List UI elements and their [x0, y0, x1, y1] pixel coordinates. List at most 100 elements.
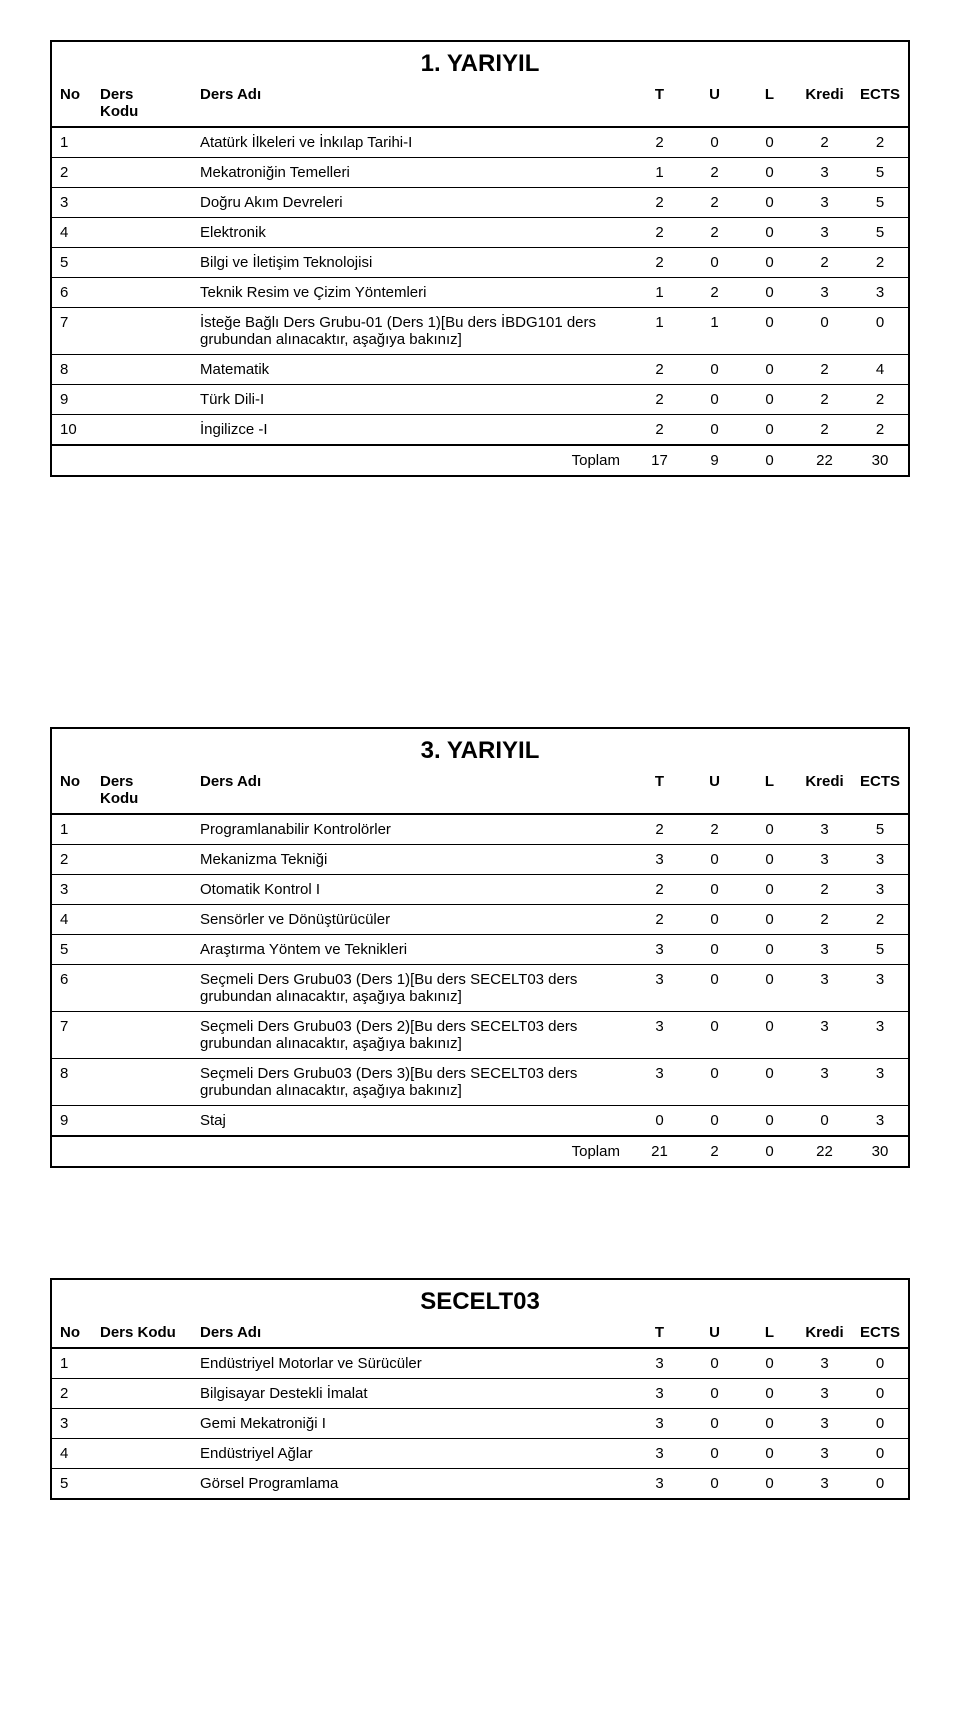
- cell-adi: Bilgisayar Destekli İmalat: [192, 1379, 632, 1409]
- table-row: 4Endüstriyel Ağlar30030: [52, 1439, 908, 1469]
- cell-l: 0: [742, 1059, 797, 1106]
- cell-u: 0: [687, 355, 742, 385]
- table-header-row: No Ders Kodu Ders Adı T U L Kredi ECTS: [52, 82, 908, 127]
- cell-kodu: [92, 1379, 192, 1409]
- cell-l: 0: [742, 1439, 797, 1469]
- cell-kodu: [92, 1348, 192, 1379]
- total-l: 0: [742, 445, 797, 475]
- cell-u: 2: [687, 278, 742, 308]
- hdr-u: U: [687, 1320, 742, 1348]
- cell-adi: Otomatik Kontrol I: [192, 875, 632, 905]
- hdr-kredi: Kredi: [797, 82, 852, 127]
- cell-adi: İsteğe Bağlı Ders Grubu-01 (Ders 1)[Bu d…: [192, 308, 632, 355]
- table-row: 6Teknik Resim ve Çizim Yöntemleri12033: [52, 278, 908, 308]
- cell-adi: Staj: [192, 1106, 632, 1137]
- cell-adi: Görsel Programlama: [192, 1469, 632, 1499]
- hdr-l: L: [742, 82, 797, 127]
- cell-u: 0: [687, 1012, 742, 1059]
- cell-ects: 2: [852, 127, 908, 158]
- cell-t: 1: [632, 278, 687, 308]
- cell-l: 0: [742, 935, 797, 965]
- cell-u: 0: [687, 385, 742, 415]
- cell-t: 1: [632, 308, 687, 355]
- cell-t: 3: [632, 1379, 687, 1409]
- cell-no: 4: [52, 218, 92, 248]
- cell-u: 0: [687, 1409, 742, 1439]
- cell-no: 2: [52, 845, 92, 875]
- cell-kodu: [92, 248, 192, 278]
- cell-t: 2: [632, 248, 687, 278]
- cell-no: 10: [52, 415, 92, 446]
- cell-l: 0: [742, 308, 797, 355]
- cell-t: 3: [632, 1348, 687, 1379]
- cell-ects: 4: [852, 355, 908, 385]
- cell-no: 5: [52, 935, 92, 965]
- cell-t: 2: [632, 814, 687, 845]
- cell-u: 2: [687, 158, 742, 188]
- total-t: 21: [632, 1136, 687, 1166]
- cell-adi: Türk Dili-I: [192, 385, 632, 415]
- cell-ects: 0: [852, 1439, 908, 1469]
- total-kredi: 22: [797, 1136, 852, 1166]
- cell-kredi: 3: [797, 218, 852, 248]
- hdr-kodu: Ders Kodu: [92, 769, 192, 814]
- cell-kredi: 2: [797, 355, 852, 385]
- cell-u: 0: [687, 965, 742, 1012]
- cell-no: 1: [52, 127, 92, 158]
- cell-no: 6: [52, 278, 92, 308]
- cell-kredi: 2: [797, 248, 852, 278]
- cell-kredi: 3: [797, 1348, 852, 1379]
- cell-l: 0: [742, 158, 797, 188]
- cell-t: 2: [632, 905, 687, 935]
- cell-adi: Mekanizma Tekniği: [192, 845, 632, 875]
- table-row: 6Seçmeli Ders Grubu03 (Ders 1)[Bu ders S…: [52, 965, 908, 1012]
- cell-adi: Araştırma Yöntem ve Teknikleri: [192, 935, 632, 965]
- cell-kodu: [92, 385, 192, 415]
- cell-t: 2: [632, 415, 687, 446]
- table-row: 5Görsel Programlama30030: [52, 1469, 908, 1499]
- cell-l: 0: [742, 278, 797, 308]
- cell-no: 9: [52, 1106, 92, 1137]
- table-row: 1Programlanabilir Kontrolörler22035: [52, 814, 908, 845]
- cell-kodu: [92, 1439, 192, 1469]
- hdr-adi: Ders Adı: [192, 1320, 632, 1348]
- table-row: 4Elektronik22035: [52, 218, 908, 248]
- hdr-l: L: [742, 1320, 797, 1348]
- hdr-l: L: [742, 769, 797, 814]
- table-row: 5Araştırma Yöntem ve Teknikleri30035: [52, 935, 908, 965]
- cell-l: 0: [742, 1409, 797, 1439]
- cell-kredi: 2: [797, 385, 852, 415]
- cell-u: 0: [687, 1379, 742, 1409]
- hdr-no: No: [52, 1320, 92, 1348]
- hdr-u: U: [687, 82, 742, 127]
- cell-adi: Teknik Resim ve Çizim Yöntemleri: [192, 278, 632, 308]
- cell-t: 3: [632, 965, 687, 1012]
- cell-kodu: [92, 845, 192, 875]
- table-body-2: 1Endüstriyel Motorlar ve Sürücüler300302…: [52, 1348, 908, 1498]
- hdr-adi: Ders Adı: [192, 769, 632, 814]
- total-row: Toplam17902230: [52, 445, 908, 475]
- cell-adi: Sensörler ve Dönüştürücüler: [192, 905, 632, 935]
- cell-no: 3: [52, 1409, 92, 1439]
- cell-kredi: 2: [797, 905, 852, 935]
- cell-ects: 2: [852, 415, 908, 446]
- table-row: 8Matematik20024: [52, 355, 908, 385]
- cell-l: 0: [742, 1106, 797, 1137]
- total-label: Toplam: [52, 1136, 632, 1166]
- cell-kodu: [92, 278, 192, 308]
- cell-t: 3: [632, 1059, 687, 1106]
- table-row: 5Bilgi ve İletişim Teknolojisi20022: [52, 248, 908, 278]
- section-secelt03: SECELT03 No Ders Kodu Ders Adı T U L Kre…: [50, 1278, 910, 1500]
- cell-l: 0: [742, 218, 797, 248]
- cell-kredi: 3: [797, 1469, 852, 1499]
- cell-t: 3: [632, 845, 687, 875]
- cell-kodu: [92, 1012, 192, 1059]
- cell-t: 0: [632, 1106, 687, 1137]
- cell-l: 0: [742, 385, 797, 415]
- cell-kredi: 3: [797, 814, 852, 845]
- table-row: 4Sensörler ve Dönüştürücüler20022: [52, 905, 908, 935]
- cell-no: 8: [52, 355, 92, 385]
- section-1-yariyil: 1. YARIYIL No Ders Kodu Ders Adı T U L K…: [50, 40, 910, 477]
- course-table: No Ders Kodu Ders Adı T U L Kredi ECTS 1…: [52, 1320, 908, 1498]
- cell-u: 2: [687, 188, 742, 218]
